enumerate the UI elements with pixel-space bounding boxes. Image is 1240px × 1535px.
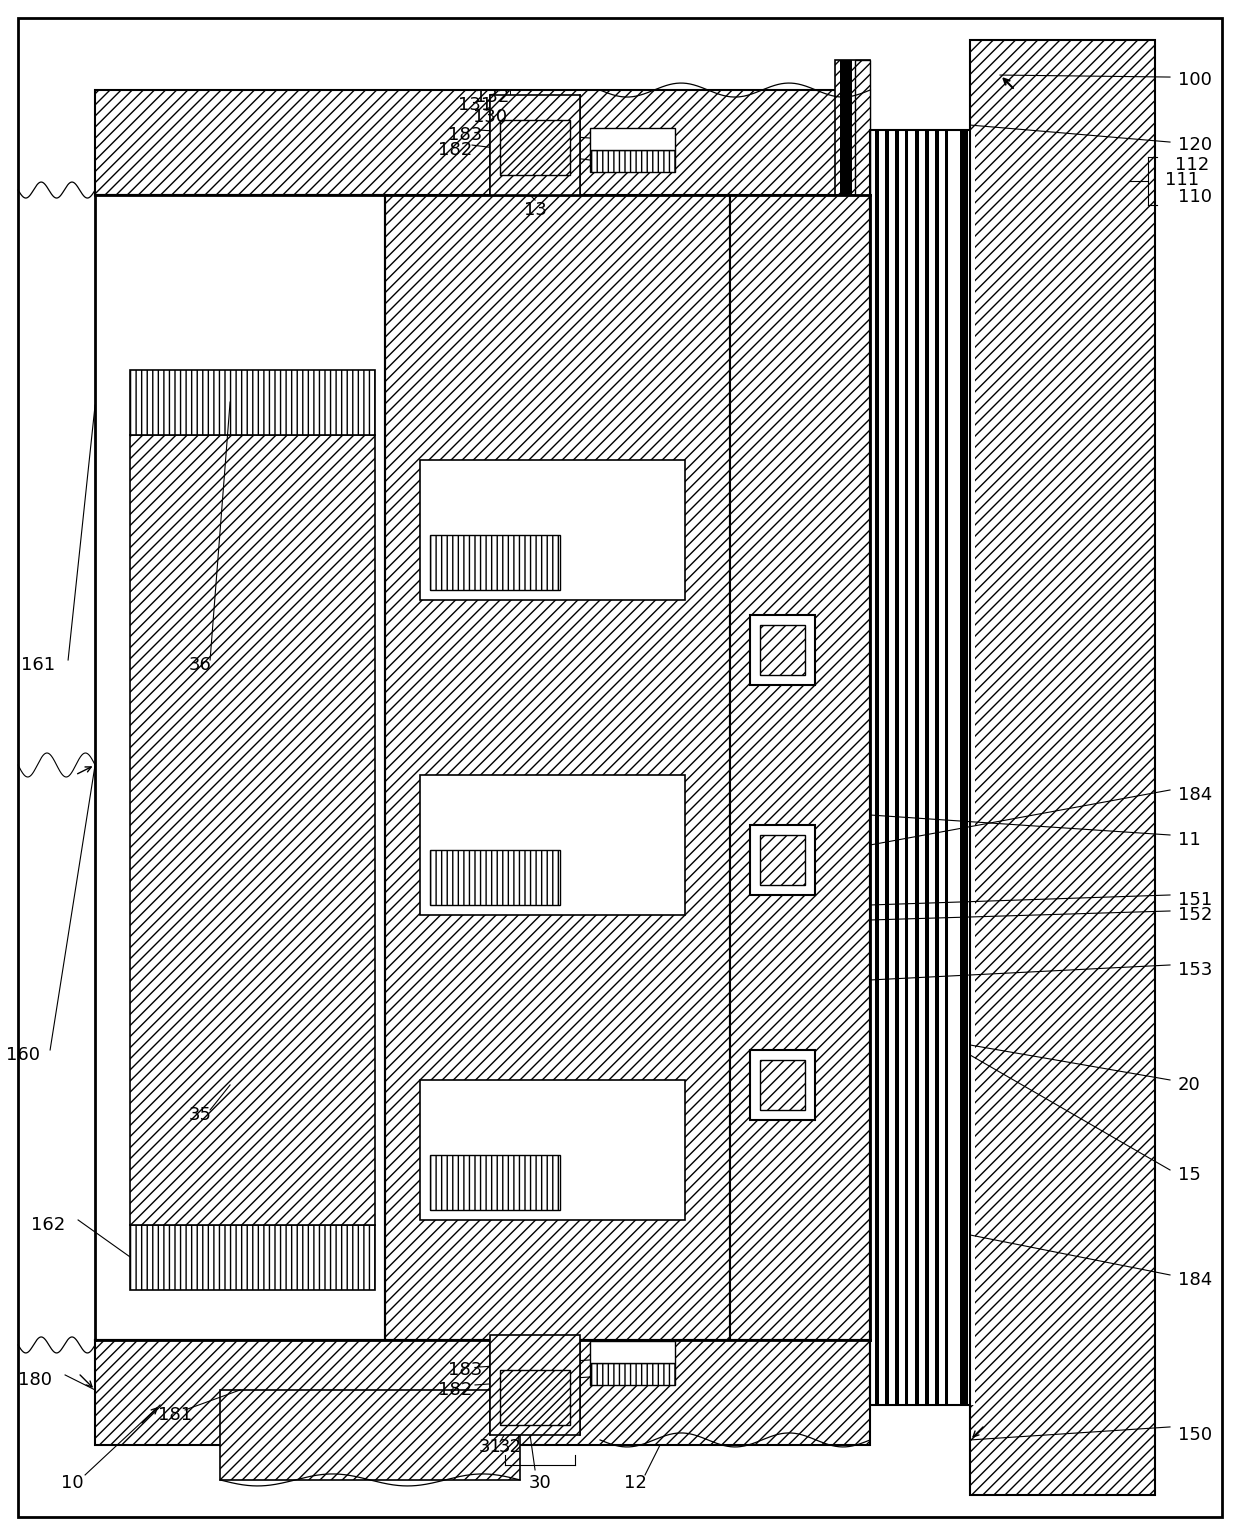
- Text: 112: 112: [1176, 157, 1209, 173]
- Bar: [130, 370, 374, 434]
- Bar: [420, 460, 684, 600]
- Text: 151: 151: [1178, 890, 1213, 909]
- Bar: [95, 91, 870, 195]
- Text: 36: 36: [188, 655, 212, 674]
- Bar: [730, 195, 870, 1340]
- Bar: [875, 130, 879, 1405]
- Bar: [430, 1154, 560, 1210]
- Text: 32: 32: [498, 1438, 522, 1455]
- Text: 160: 160: [6, 1045, 40, 1064]
- Bar: [95, 1340, 870, 1444]
- Text: 183: 183: [448, 1362, 482, 1378]
- Bar: [490, 1335, 580, 1435]
- Text: 184: 184: [1178, 1271, 1213, 1289]
- Bar: [420, 1081, 684, 1220]
- Bar: [590, 1363, 675, 1385]
- Bar: [875, 130, 970, 1405]
- Text: 15: 15: [1178, 1167, 1200, 1183]
- Text: 30: 30: [528, 1474, 552, 1492]
- Text: 10: 10: [61, 1474, 83, 1492]
- Bar: [219, 1391, 520, 1480]
- Bar: [590, 1342, 675, 1363]
- Text: 184: 184: [1178, 786, 1213, 804]
- Bar: [420, 775, 684, 915]
- Bar: [895, 130, 899, 1405]
- Text: 182: 182: [438, 141, 472, 160]
- Bar: [760, 625, 805, 675]
- Text: 181: 181: [157, 1406, 192, 1424]
- Bar: [130, 1225, 374, 1289]
- Text: 130: 130: [472, 107, 507, 126]
- Text: 100: 100: [1178, 71, 1211, 89]
- Bar: [430, 850, 560, 906]
- Text: 153: 153: [1178, 961, 1213, 979]
- Text: 35: 35: [188, 1107, 212, 1124]
- Bar: [386, 195, 730, 1340]
- Bar: [945, 130, 949, 1405]
- Bar: [870, 130, 975, 1405]
- Text: 131: 131: [458, 97, 492, 114]
- Bar: [590, 127, 675, 150]
- Text: 161: 161: [21, 655, 55, 674]
- Bar: [750, 824, 815, 895]
- Bar: [839, 60, 852, 195]
- Bar: [870, 130, 970, 1405]
- Text: 111: 111: [1166, 170, 1199, 189]
- Text: 183: 183: [448, 126, 482, 144]
- Text: 20: 20: [1178, 1076, 1200, 1094]
- Bar: [935, 130, 939, 1405]
- Bar: [500, 1369, 570, 1424]
- Text: 31: 31: [479, 1438, 501, 1455]
- Bar: [905, 130, 908, 1405]
- Bar: [590, 150, 675, 172]
- Text: 110: 110: [1178, 189, 1211, 206]
- Bar: [430, 536, 560, 589]
- Bar: [750, 616, 815, 685]
- Bar: [915, 130, 919, 1405]
- Text: 162: 162: [31, 1216, 64, 1234]
- Text: 132: 132: [475, 87, 510, 106]
- Bar: [875, 130, 879, 1405]
- Bar: [760, 835, 805, 886]
- Bar: [500, 120, 570, 175]
- Bar: [856, 60, 870, 195]
- Bar: [760, 1061, 805, 1110]
- Bar: [885, 130, 889, 1405]
- Text: 152: 152: [1178, 906, 1213, 924]
- Bar: [835, 60, 870, 195]
- Bar: [130, 434, 374, 1225]
- Text: 11: 11: [1178, 830, 1200, 849]
- Text: 182: 182: [438, 1382, 472, 1398]
- Bar: [750, 1050, 815, 1121]
- Text: 150: 150: [1178, 1426, 1213, 1444]
- Bar: [490, 95, 580, 195]
- Text: 180: 180: [19, 1371, 52, 1389]
- Text: 120: 120: [1178, 137, 1213, 154]
- Text: 12: 12: [624, 1474, 646, 1492]
- Bar: [960, 130, 968, 1405]
- Text: 13: 13: [523, 201, 547, 220]
- Bar: [970, 40, 1154, 1495]
- Bar: [925, 130, 929, 1405]
